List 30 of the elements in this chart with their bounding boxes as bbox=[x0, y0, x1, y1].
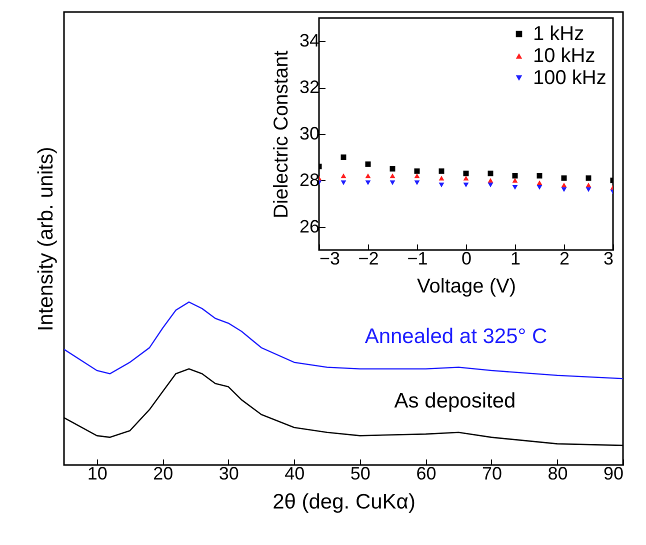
x-tick-label: 20 bbox=[153, 464, 174, 484]
x-tick-label: 90 bbox=[603, 464, 624, 484]
x-tick-label: 50 bbox=[350, 464, 370, 484]
y-tick-label: 28 bbox=[299, 170, 320, 190]
y-tick-label: 26 bbox=[299, 216, 320, 236]
x-tick-label: 70 bbox=[482, 464, 502, 484]
x-tick-label: −3 bbox=[320, 248, 340, 268]
x-tick-label: 0 bbox=[461, 248, 472, 268]
x-tick-label: 30 bbox=[218, 464, 239, 484]
x-tick-label: 10 bbox=[87, 464, 108, 484]
legend-label: 100 kHz bbox=[533, 67, 606, 89]
series-label: As deposited bbox=[394, 390, 516, 413]
x-tick-label: 3 bbox=[603, 248, 614, 268]
x-tick-label: −2 bbox=[358, 248, 379, 268]
x-tick-label: 1 bbox=[510, 248, 521, 268]
y-axis-title: Intensity (arb. units) bbox=[34, 146, 58, 332]
x-tick-label: 40 bbox=[284, 464, 305, 484]
legend-label: 1 kHz bbox=[533, 23, 584, 45]
y-tick-label: 30 bbox=[299, 124, 320, 144]
x-tick-label: 2 bbox=[559, 248, 570, 268]
x-tick-label: 60 bbox=[416, 464, 436, 484]
x-tick-label: 80 bbox=[548, 464, 568, 484]
y-tick-label: 34 bbox=[299, 30, 320, 51]
y-tick-label: 32 bbox=[299, 77, 320, 98]
x-tick-label: −1 bbox=[407, 248, 428, 268]
legend-label: 10 kHz bbox=[533, 45, 596, 67]
x-axis-title: Voltage (V) bbox=[417, 276, 516, 298]
x-axis-title: 2θ (deg. CuKα) bbox=[272, 490, 416, 514]
series-label: Annealed at 325° C bbox=[364, 324, 548, 348]
y-axis-title: Dielectric Constant bbox=[270, 50, 292, 218]
